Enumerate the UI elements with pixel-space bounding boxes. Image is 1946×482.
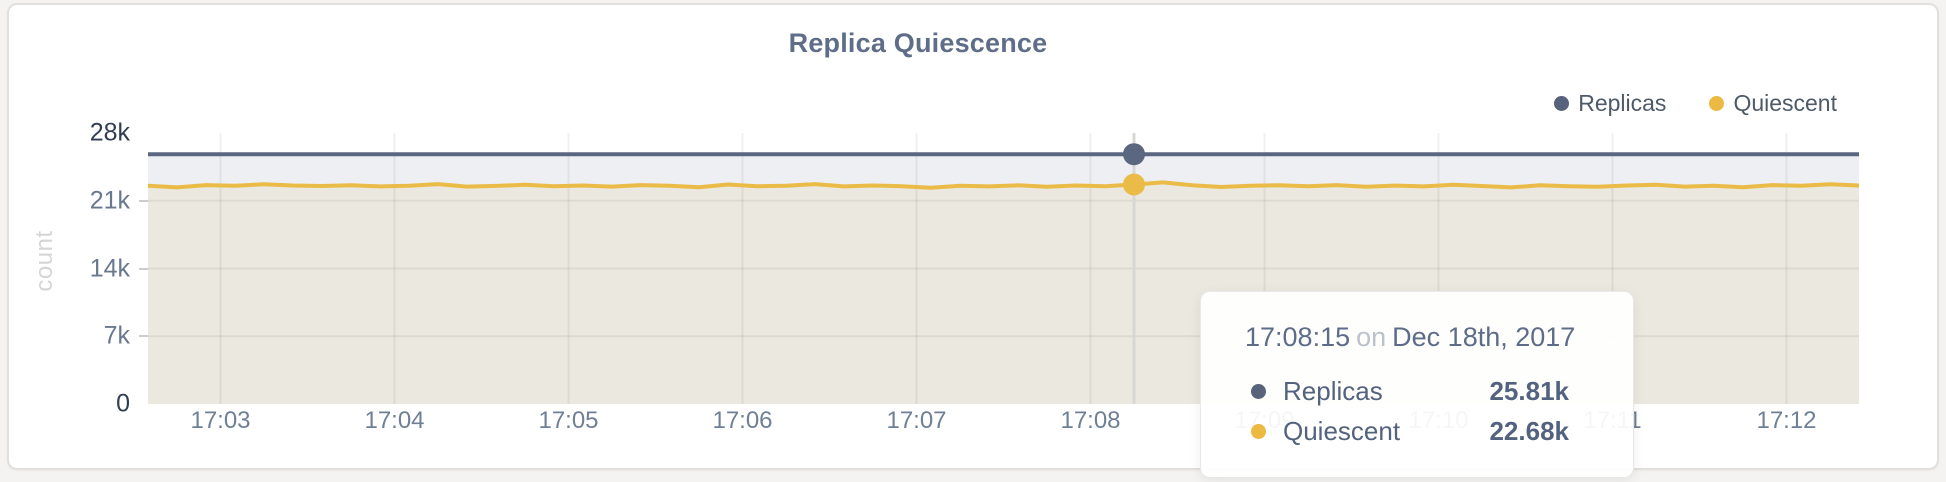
tooltip-time: 17:08:15 — [1245, 322, 1351, 352]
replicas-dot-icon — [1554, 96, 1570, 111]
x-axis-label: 17:05 — [538, 407, 599, 434]
y-axis-label: 14k — [89, 254, 130, 282]
tooltip-header: 17:08:15 on Dec 18th, 2017 — [1245, 322, 1575, 353]
tooltip-joiner: on — [1356, 322, 1387, 352]
tooltip-label-quiescent: Quiescent — [1283, 415, 1401, 446]
x-axis-label: 17:06 — [712, 407, 773, 434]
replicas-dot-icon — [1251, 383, 1266, 399]
y-axis-label: 0 — [116, 389, 130, 418]
x-axis-label: 17:12 — [1756, 407, 1817, 434]
tooltip-row-replicas: Replicas 25.81k — [1245, 371, 1569, 411]
legend: Replicas Quiescent — [1554, 90, 1837, 117]
quiescent-dot-icon — [1251, 423, 1266, 439]
tooltip-value-replicas: 25.81k — [1489, 375, 1569, 406]
y-axis-label: 7k — [103, 321, 130, 350]
legend-label-quiescent: Quiescent — [1733, 90, 1837, 116]
legend-label-replicas: Replicas — [1578, 90, 1667, 116]
tooltip-value-quiescent: 22.68k — [1489, 415, 1569, 446]
x-axis-label: 17:08 — [1060, 407, 1121, 434]
hover-tooltip: 17:08:15 on Dec 18th, 2017 Replicas 25.81k… — [1200, 291, 1634, 478]
tooltip-label-replicas: Replicas — [1283, 375, 1383, 406]
y-axis-tick — [139, 267, 148, 270]
y-axis-label: 28k — [89, 118, 130, 147]
quiescent-dot-icon — [1709, 96, 1725, 111]
tooltip-date: Dec 18th, 2017 — [1392, 322, 1576, 352]
chart-title: Replica Quiescence — [788, 28, 1048, 58]
legend-item-quiescent[interactable]: Quiescent — [1709, 90, 1837, 117]
x-axis-label: 17:04 — [364, 407, 425, 434]
legend-item-replicas[interactable]: Replicas — [1554, 90, 1666, 117]
x-axis-label: 17:03 — [190, 407, 251, 434]
y-axis-label: 21k — [89, 186, 130, 215]
tooltip-row-quiescent: Quiescent 22.68k — [1245, 411, 1569, 451]
x-axis-label: 17:07 — [886, 407, 947, 434]
y-axis-tick — [139, 335, 148, 338]
y-axis-tick — [139, 199, 148, 202]
